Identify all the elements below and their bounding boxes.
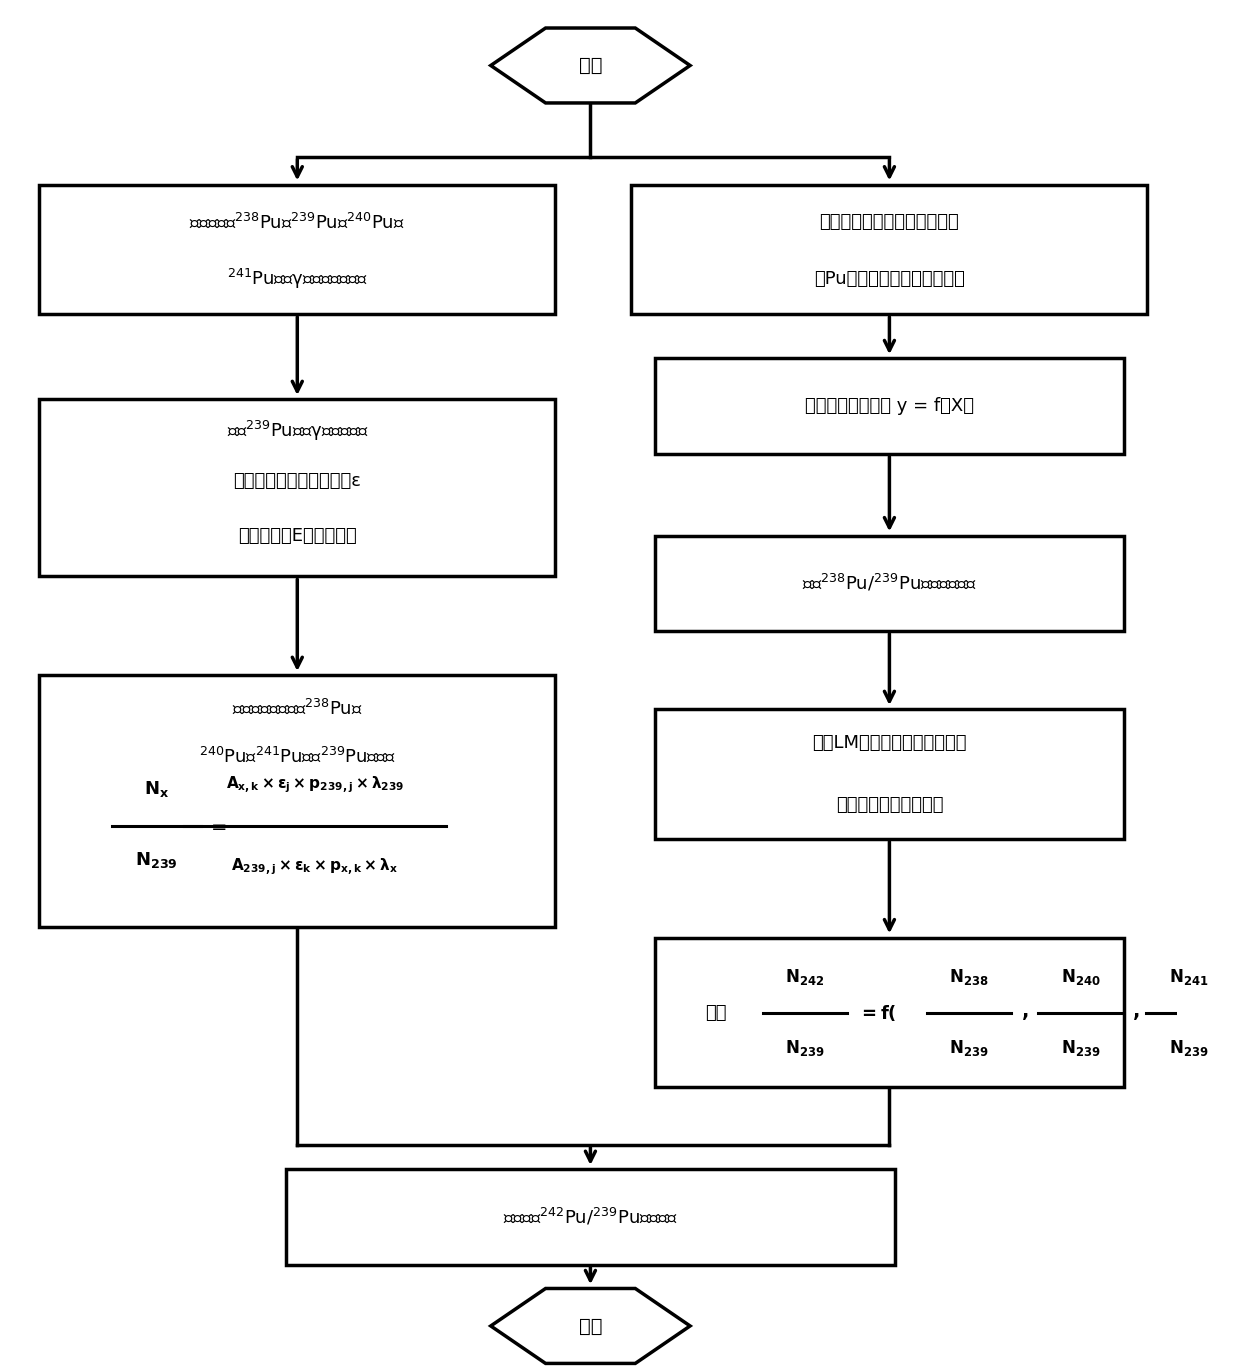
FancyBboxPatch shape [655, 709, 1123, 839]
FancyBboxPatch shape [285, 1169, 895, 1264]
Text: 确定拟合公式形式 y = f（X）: 确定拟合公式形式 y = f（X） [805, 398, 973, 415]
Text: $\mathbf{A_{x,k}\times\varepsilon_j\times p_{239,j}\times\lambda_{239}}$: $\mathbf{A_{x,k}\times\varepsilon_j\time… [226, 775, 404, 795]
Text: $\mathbf{N_{239}}$: $\mathbf{N_{239}}$ [1060, 1038, 1100, 1058]
Polygon shape [491, 27, 691, 103]
Text: 基于$^{239}$Pu特征γ射线全能峰: 基于$^{239}$Pu特征γ射线全能峰 [227, 418, 368, 443]
FancyBboxPatch shape [40, 185, 556, 314]
Text: $\mathbf{N_{239}}$: $\mathbf{N_{239}}$ [135, 850, 177, 871]
Text: $\mathbf{N_{239}}$: $\mathbf{N_{239}}$ [785, 1038, 825, 1058]
FancyBboxPatch shape [40, 399, 556, 576]
Text: 结束: 结束 [579, 1316, 603, 1335]
Polygon shape [491, 1289, 691, 1363]
Text: 典型核电站软件计算不同条件: 典型核电站软件计算不同条件 [820, 214, 960, 232]
Text: $=$: $=$ [207, 816, 228, 835]
Text: 得到: 得到 [706, 1004, 727, 1021]
FancyBboxPatch shape [40, 676, 556, 927]
Text: 法确定公式中待定系数: 法确定公式中待定系数 [836, 797, 944, 814]
FancyBboxPatch shape [631, 185, 1147, 314]
Text: 根据$^{238}$Pu/$^{239}$Pu值，分组处理: 根据$^{238}$Pu/$^{239}$Pu值，分组处理 [802, 573, 977, 594]
Text: $\mathbf{N_{240}}$: $\mathbf{N_{240}}$ [1060, 967, 1100, 987]
Text: $\mathbf{A_{239,j}\times\varepsilon_k\times p_{x,k}\times\lambda_x}$: $\mathbf{A_{239,j}\times\varepsilon_k\ti… [232, 857, 398, 877]
Text: 利用LM最小二乘非线性拟合方: 利用LM最小二乘非线性拟合方 [812, 733, 967, 751]
Text: $\mathbf{N_x}$: $\mathbf{N_x}$ [144, 779, 169, 799]
Text: $^{240}$Pu、$^{241}$Pu相对$^{239}$Pu的含量: $^{240}$Pu、$^{241}$Pu相对$^{239}$Pu的含量 [198, 747, 396, 766]
Text: 探测器测量$^{238}$Pu、$^{239}$Pu、$^{240}$Pu、: 探测器测量$^{238}$Pu、$^{239}$Pu、$^{240}$Pu、 [190, 213, 405, 232]
Text: $\mathbf{N_{239}}$: $\mathbf{N_{239}}$ [1168, 1038, 1208, 1058]
Text: 计算得到$^{242}$Pu/$^{239}$Pu相对含量: 计算得到$^{242}$Pu/$^{239}$Pu相对含量 [503, 1206, 678, 1227]
FancyBboxPatch shape [655, 536, 1123, 631]
Text: $\mathbf{N_{239}}$: $\mathbf{N_{239}}$ [950, 1038, 990, 1058]
Text: $\mathbf{N_{238}}$: $\mathbf{N_{238}}$ [950, 967, 990, 987]
FancyBboxPatch shape [655, 938, 1123, 1087]
Text: 计数，得到相对探测效率ε: 计数，得到相对探测效率ε [233, 472, 361, 489]
Text: $\mathbf{= f(}$: $\mathbf{= f(}$ [858, 1002, 897, 1023]
Text: 下Pu所有同位素含量原始数据: 下Pu所有同位素含量原始数据 [813, 270, 965, 288]
Text: $\mathbf{,}$: $\mathbf{,}$ [1132, 1004, 1140, 1021]
Text: $\mathbf{N_{241}}$: $\mathbf{N_{241}}$ [1168, 967, 1208, 987]
FancyBboxPatch shape [655, 358, 1123, 454]
Text: 与射线能量E的关系曲线: 与射线能量E的关系曲线 [238, 526, 357, 544]
Text: 开始: 开始 [579, 56, 603, 75]
Text: $\mathbf{,}$: $\mathbf{,}$ [1021, 1004, 1028, 1021]
Text: $^{241}$Pu特征γ射线全能峰计数: $^{241}$Pu特征γ射线全能峰计数 [227, 267, 368, 292]
Text: 利用公式计算得到$^{238}$Pu、: 利用公式计算得到$^{238}$Pu、 [232, 699, 362, 718]
Text: $\mathbf{N_{242}}$: $\mathbf{N_{242}}$ [785, 967, 825, 987]
